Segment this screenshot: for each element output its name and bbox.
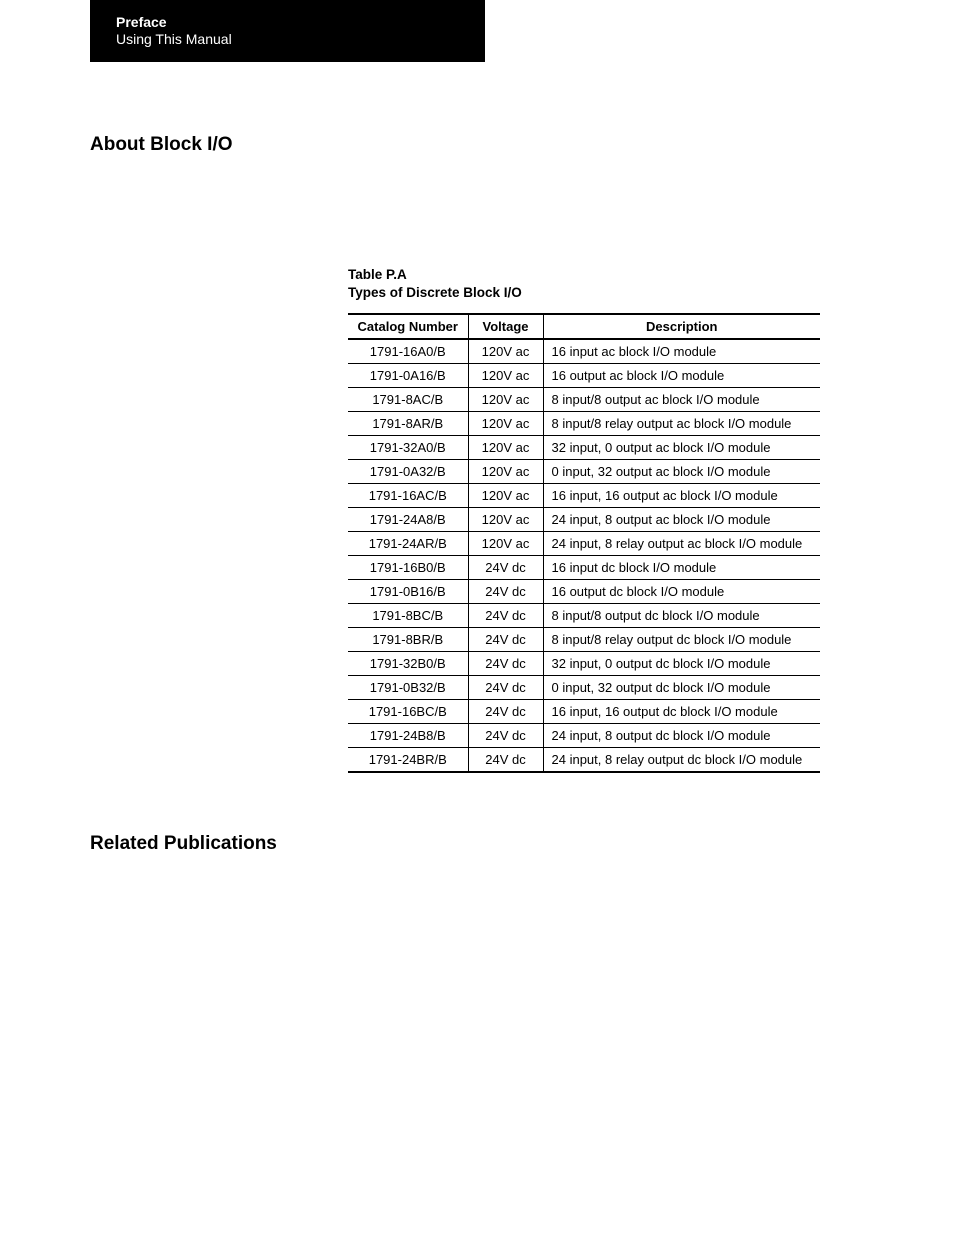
table-caption-line2: Types of Discrete Block I/O [348, 285, 522, 300]
cell-description: 32 input, 0 output dc block I/O module [543, 652, 820, 676]
cell-voltage: 24V dc [468, 556, 543, 580]
table-block: Table P.A Types of Discrete Block I/O Ca… [348, 266, 864, 774]
cell-description: 8 input/8 relay output ac block I/O modu… [543, 412, 820, 436]
header-bar: Preface Using This Manual [90, 0, 485, 62]
cell-voltage: 24V dc [468, 580, 543, 604]
cell-description: 24 input, 8 relay output dc block I/O mo… [543, 748, 820, 773]
cell-voltage: 120V ac [468, 484, 543, 508]
cell-voltage: 24V dc [468, 748, 543, 773]
content-area: About Block I/O Table P.A Types of Discr… [0, 134, 954, 856]
cell-description: 0 input, 32 output dc block I/O module [543, 676, 820, 700]
table-row: 1791-24AR/B120V ac24 input, 8 relay outp… [348, 532, 820, 556]
header-subtitle: Using This Manual [116, 31, 459, 48]
cell-voltage: 120V ac [468, 339, 543, 364]
cell-description: 24 input, 8 output ac block I/O module [543, 508, 820, 532]
cell-description: 16 input dc block I/O module [543, 556, 820, 580]
cell-catalog: 1791-0A16/B [348, 364, 468, 388]
table-row: 1791-8BC/B24V dc8 input/8 output dc bloc… [348, 604, 820, 628]
table-caption-line1: Table P.A [348, 267, 407, 282]
cell-description: 8 input/8 relay output dc block I/O modu… [543, 628, 820, 652]
data-table: Catalog Number Voltage Description 1791-… [348, 313, 820, 773]
cell-catalog: 1791-8BR/B [348, 628, 468, 652]
cell-catalog: 1791-16B0/B [348, 556, 468, 580]
cell-voltage: 24V dc [468, 604, 543, 628]
cell-voltage: 120V ac [468, 460, 543, 484]
cell-catalog: 1791-16BC/B [348, 700, 468, 724]
cell-catalog: 1791-32A0/B [348, 436, 468, 460]
table-row: 1791-32B0/B24V dc32 input, 0 output dc b… [348, 652, 820, 676]
cell-description: 0 input, 32 output ac block I/O module [543, 460, 820, 484]
table-row: 1791-16A0/B120V ac16 input ac block I/O … [348, 339, 820, 364]
cell-catalog: 1791-16AC/B [348, 484, 468, 508]
header-title: Preface [116, 14, 459, 31]
cell-description: 16 output ac block I/O module [543, 364, 820, 388]
cell-description: 24 input, 8 relay output ac block I/O mo… [543, 532, 820, 556]
cell-voltage: 24V dc [468, 652, 543, 676]
cell-voltage: 120V ac [468, 388, 543, 412]
cell-catalog: 1791-0B32/B [348, 676, 468, 700]
cell-voltage: 120V ac [468, 412, 543, 436]
cell-description: 16 input, 16 output ac block I/O module [543, 484, 820, 508]
table-body: 1791-16A0/B120V ac16 input ac block I/O … [348, 339, 820, 772]
col-header-catalog: Catalog Number [348, 314, 468, 339]
cell-description: 8 input/8 output ac block I/O module [543, 388, 820, 412]
table-row: 1791-0A32/B120V ac0 input, 32 output ac … [348, 460, 820, 484]
cell-voltage: 24V dc [468, 724, 543, 748]
cell-catalog: 1791-8AC/B [348, 388, 468, 412]
cell-description: 16 input, 16 output dc block I/O module [543, 700, 820, 724]
table-row: 1791-8AR/B120V ac8 input/8 relay output … [348, 412, 820, 436]
table-row: 1791-24B8/B24V dc24 input, 8 output dc b… [348, 724, 820, 748]
table-row: 1791-16B0/B24V dc16 input dc block I/O m… [348, 556, 820, 580]
table-row: 1791-0B32/B24V dc0 input, 32 output dc b… [348, 676, 820, 700]
cell-catalog: 1791-0B16/B [348, 580, 468, 604]
cell-description: 24 input, 8 output dc block I/O module [543, 724, 820, 748]
col-header-description: Description [543, 314, 820, 339]
cell-catalog: 1791-0A32/B [348, 460, 468, 484]
page: Preface Using This Manual About Block I/… [0, 0, 954, 855]
table-row: 1791-32A0/B120V ac32 input, 0 output ac … [348, 436, 820, 460]
cell-voltage: 120V ac [468, 508, 543, 532]
cell-catalog: 1791-16A0/B [348, 339, 468, 364]
table-row: 1791-8AC/B120V ac8 input/8 output ac blo… [348, 388, 820, 412]
table-row: 1791-16AC/B120V ac16 input, 16 output ac… [348, 484, 820, 508]
table-caption: Table P.A Types of Discrete Block I/O [348, 266, 864, 304]
table-row: 1791-0A16/B120V ac16 output ac block I/O… [348, 364, 820, 388]
cell-voltage: 24V dc [468, 700, 543, 724]
table-row: 1791-0B16/B24V dc16 output dc block I/O … [348, 580, 820, 604]
col-header-voltage: Voltage [468, 314, 543, 339]
cell-catalog: 1791-24A8/B [348, 508, 468, 532]
cell-description: 32 input, 0 output ac block I/O module [543, 436, 820, 460]
cell-voltage: 24V dc [468, 676, 543, 700]
cell-voltage: 120V ac [468, 532, 543, 556]
section-heading-related: Related Publications [90, 833, 864, 855]
section-heading-about: About Block I/O [90, 134, 864, 156]
table-row: 1791-24A8/B120V ac24 input, 8 output ac … [348, 508, 820, 532]
cell-catalog: 1791-32B0/B [348, 652, 468, 676]
cell-catalog: 1791-24B8/B [348, 724, 468, 748]
cell-voltage: 24V dc [468, 628, 543, 652]
cell-catalog: 1791-24AR/B [348, 532, 468, 556]
cell-catalog: 1791-8BC/B [348, 604, 468, 628]
table-row: 1791-16BC/B24V dc16 input, 16 output dc … [348, 700, 820, 724]
cell-voltage: 120V ac [468, 364, 543, 388]
table-header-row: Catalog Number Voltage Description [348, 314, 820, 339]
cell-voltage: 120V ac [468, 436, 543, 460]
cell-catalog: 1791-8AR/B [348, 412, 468, 436]
table-row: 1791-8BR/B24V dc8 input/8 relay output d… [348, 628, 820, 652]
cell-description: 16 output dc block I/O module [543, 580, 820, 604]
cell-catalog: 1791-24BR/B [348, 748, 468, 773]
table-row: 1791-24BR/B24V dc24 input, 8 relay outpu… [348, 748, 820, 773]
cell-description: 16 input ac block I/O module [543, 339, 820, 364]
cell-description: 8 input/8 output dc block I/O module [543, 604, 820, 628]
